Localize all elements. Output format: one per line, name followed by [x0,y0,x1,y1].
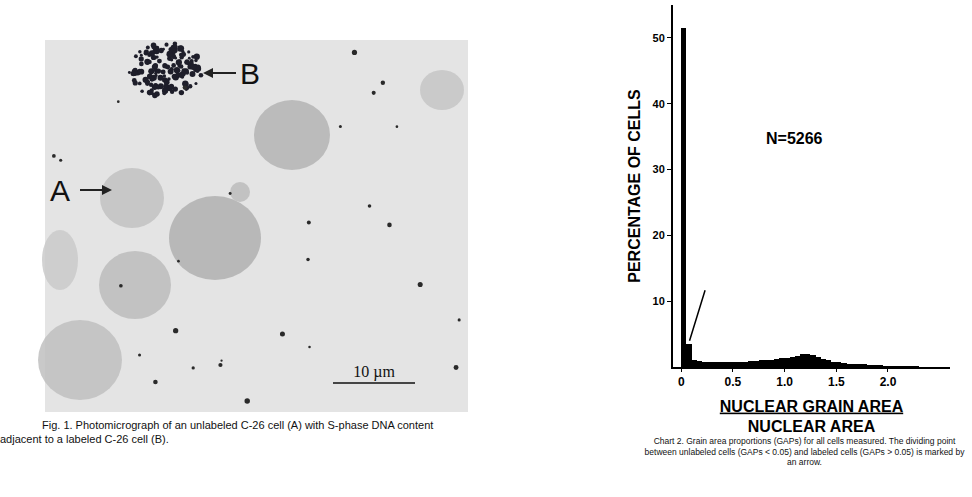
svg-text:1.5: 1.5 [828,375,845,389]
svg-text:N=5266: N=5266 [766,130,823,147]
svg-text:50: 50 [653,32,665,44]
svg-text:NUCLEAR GRAIN AREANUCLEAR AREA: NUCLEAR GRAIN AREANUCLEAR AREA [720,398,904,436]
svg-text:20: 20 [653,229,665,241]
svg-text:0.5: 0.5 [725,375,742,389]
svg-text:0: 0 [678,375,685,389]
svg-text:B: B [240,57,260,90]
svg-text:2.0: 2.0 [880,375,897,389]
svg-text:30: 30 [653,163,665,175]
html-text:Chart 2. Grain area proportion: Chart 2. Grain area proportions (GAPs) f… [644,436,965,467]
svg-text:1.0: 1.0 [776,375,793,389]
html-text:Fig. 1. Photomicrograph of an: Fig. 1. Photomicrograph of an unlabeled … [0,419,434,445]
svg-text:10: 10 [653,295,665,307]
svg-text:10 µm: 10 µm [353,363,395,381]
svg-text:PERCENTAGE OF CELLS: PERCENTAGE OF CELLS [626,89,643,283]
svg-text:A: A [50,174,70,207]
svg-text:40: 40 [653,98,665,110]
